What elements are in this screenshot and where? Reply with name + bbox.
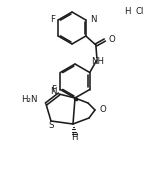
Text: N: N [51, 87, 57, 95]
Text: S: S [48, 122, 54, 130]
Text: H₂N: H₂N [21, 95, 38, 104]
Text: F: F [50, 15, 55, 23]
Text: H: H [71, 134, 77, 142]
Text: F: F [51, 85, 56, 94]
Text: O: O [109, 35, 116, 44]
Text: NH: NH [91, 56, 104, 66]
Text: N: N [90, 16, 96, 25]
Text: H: H [124, 7, 130, 17]
Text: Cl: Cl [135, 7, 143, 17]
Text: O: O [99, 105, 106, 115]
